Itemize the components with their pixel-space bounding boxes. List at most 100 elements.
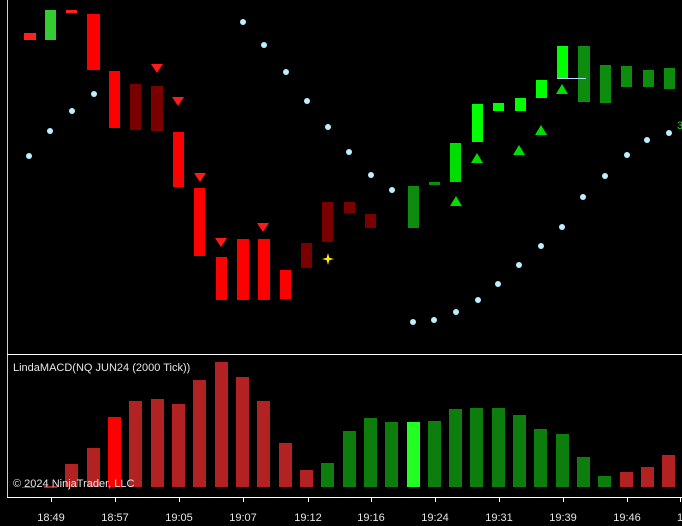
sar-dot <box>453 309 459 315</box>
price-bar <box>130 84 141 130</box>
macd-histogram-bar <box>492 408 505 487</box>
sell-arrow <box>194 173 206 182</box>
price-bar <box>578 46 590 102</box>
sar-dot <box>91 91 97 97</box>
macd-histogram-bar <box>300 470 313 487</box>
x-tick-label: 19:39 <box>549 512 577 524</box>
price-bar <box>664 68 675 89</box>
x-tick-label: 19:07 <box>229 512 257 524</box>
macd-histogram-bar <box>151 399 164 487</box>
sar-dot <box>624 152 630 158</box>
copyright: © 2024 NinjaTrader, LLC <box>13 478 134 490</box>
macd-histogram-bar <box>193 380 206 487</box>
sar-dot <box>495 281 501 287</box>
sar-dot <box>389 187 395 193</box>
x-tick-label: 1 <box>677 512 682 524</box>
macd-histogram-bar <box>129 401 142 487</box>
sar-dot <box>346 149 352 155</box>
signal-star <box>322 253 334 265</box>
price-bar <box>621 66 632 87</box>
price-bar <box>237 239 249 300</box>
sar-dot <box>283 69 289 75</box>
price-bar <box>24 33 36 40</box>
indicator-panel <box>22 362 675 488</box>
price-bar <box>151 86 163 131</box>
price-bar <box>450 143 461 182</box>
macd-histogram-bar <box>22 487 35 488</box>
macd-histogram-bar <box>343 431 356 487</box>
macd-histogram-bar <box>87 448 100 487</box>
macd-histogram-bar <box>321 463 334 487</box>
x-tick-label: 19:46 <box>613 512 641 524</box>
price-bar <box>536 80 547 98</box>
macd-histogram-bar <box>236 377 249 487</box>
macd-histogram-bar <box>364 418 377 487</box>
price-bar <box>173 132 184 187</box>
buy-arrow <box>513 145 525 155</box>
x-tick-label: 19:31 <box>485 512 513 524</box>
price-panel <box>24 10 675 325</box>
macd-histogram-bar <box>44 486 57 488</box>
macd-histogram-bar <box>428 421 441 487</box>
sar-dot <box>304 98 310 104</box>
x-tick-label: 19:12 <box>294 512 322 524</box>
x-axis: 18:49 18:57 19:05 19:07 19:12 19:16 19:24 19:31… <box>37 498 682 524</box>
price-bar <box>600 65 611 103</box>
price-bar <box>109 71 120 128</box>
macd-histogram-bar <box>577 457 590 487</box>
price-bar <box>322 202 333 242</box>
price-bar <box>344 202 355 213</box>
sar-dot <box>69 108 75 114</box>
sar-dot <box>666 130 672 136</box>
macd-histogram-bar <box>534 429 547 487</box>
price-bar <box>87 14 100 70</box>
macd-histogram-bar <box>257 401 270 487</box>
macd-histogram-bar <box>407 422 420 487</box>
sar-dot <box>516 262 522 268</box>
sar-dot <box>559 224 565 230</box>
sar-dot <box>602 173 608 179</box>
macd-histogram-bar <box>65 464 78 487</box>
sar-dot <box>261 42 267 48</box>
sar-dot <box>644 137 650 143</box>
buy-arrow <box>471 153 483 163</box>
sar-dot <box>431 317 437 323</box>
price-bar <box>45 10 56 40</box>
sar-dot <box>240 19 246 25</box>
macd-histogram-bar <box>620 472 633 487</box>
x-tick-label: 18:49 <box>37 512 65 524</box>
price-bar <box>258 239 270 300</box>
price-bar <box>408 186 419 228</box>
buy-arrow <box>556 84 568 94</box>
sar-dot <box>47 128 53 134</box>
price-bar <box>216 257 227 300</box>
indicator-title: LindaMACD(NQ JUN24 (2000 Tick)) <box>13 362 190 374</box>
macd-histogram-bar <box>279 443 292 487</box>
sar-dot <box>410 319 416 325</box>
macd-histogram-bar <box>662 455 675 487</box>
sar-dot <box>368 172 374 178</box>
sar-dot <box>475 297 481 303</box>
x-tick-label: 19:16 <box>357 512 385 524</box>
price-bar <box>515 98 526 111</box>
macd-histogram-bar <box>449 409 462 487</box>
price-bar <box>557 46 568 78</box>
price-bar <box>280 270 291 299</box>
macd-histogram-bar <box>470 408 483 487</box>
macd-histogram-bar <box>172 404 185 487</box>
macd-histogram-bar <box>215 362 228 487</box>
price-bar <box>429 182 440 185</box>
price-bar <box>194 188 205 256</box>
x-tick-label: 19:24 <box>421 512 449 524</box>
macd-histogram-bar <box>108 417 121 487</box>
sar-dot <box>538 243 544 249</box>
macd-histogram-bar <box>385 422 398 487</box>
price-bar <box>472 104 483 142</box>
macd-histogram-bar <box>513 415 526 487</box>
sell-arrow <box>257 223 269 232</box>
sar-dot <box>580 194 586 200</box>
price-bar <box>66 10 77 13</box>
sell-arrow <box>172 97 184 106</box>
price-bar <box>493 103 504 111</box>
